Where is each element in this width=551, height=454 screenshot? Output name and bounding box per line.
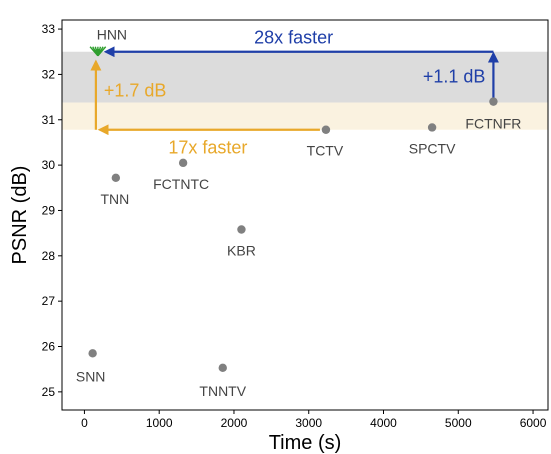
label-17x-faster: 17x faster	[168, 138, 247, 158]
point-fctnfr	[489, 97, 498, 106]
highlight-bands	[62, 51, 548, 130]
point-snn	[88, 349, 97, 358]
band-1	[62, 102, 548, 130]
y-tick-label: 32	[42, 67, 56, 81]
y-axis-label: PSNR (dB)	[9, 166, 31, 265]
y-tick-label: 33	[42, 22, 56, 36]
y-tick-label: 28	[42, 249, 56, 263]
x-axis-label: Time (s)	[269, 432, 342, 454]
point-label-kbr: KBR	[227, 243, 256, 259]
point-label-tnntv: TNNTV	[199, 383, 246, 399]
point-label-fctnfr: FCTNFR	[465, 116, 521, 132]
point-label-tnn: TNN	[100, 191, 129, 207]
y-tick-label: 26	[42, 340, 56, 354]
point-label-fctntc: FCTNTC	[153, 176, 209, 192]
point-tnntv	[218, 363, 227, 373]
label-28x-faster: 28x faster	[254, 28, 333, 48]
point-label-spctv: SPCTV	[409, 140, 456, 156]
point-label-hnn: HNN	[97, 27, 127, 43]
point-tctv	[321, 125, 331, 134]
x-tick-label: 0	[81, 416, 88, 430]
data-points: HNN SNN TNN FCTNTC KBR TNNTV TCTV SPCTV FCTNFR	[76, 27, 522, 399]
y-tick-label: 29	[42, 203, 56, 217]
band-0	[62, 51, 548, 103]
y-tick-label: 25	[42, 385, 56, 399]
x-tick-label: 2000	[221, 416, 248, 430]
label-1-7db: +1.7 dB	[104, 81, 167, 101]
y-tick-label: 31	[42, 113, 56, 127]
point-kbr	[237, 225, 246, 234]
annotation-arrows: 28x faster +1.1 dB 17x faster +1.7 dB	[90, 28, 499, 158]
y-tick-label: 27	[42, 294, 56, 308]
plot-frame	[61, 19, 549, 411]
point-spctv	[427, 123, 437, 132]
label-1-1db: +1.1 dB	[423, 67, 486, 87]
point-tnn	[111, 173, 121, 183]
point-hnn-icon	[89, 46, 107, 57]
axes: 0 1000 2000 3000 4000 5000 6000 25 26 27 28 29 30 31 3…	[42, 19, 549, 430]
x-tick-label: 5000	[445, 416, 472, 430]
point-label-snn: SNN	[76, 368, 106, 384]
x-tick-label: 3000	[295, 416, 322, 430]
x-tick-label: 4000	[370, 416, 397, 430]
y-tick-label: 30	[42, 158, 56, 172]
x-tick-label: 1000	[146, 416, 173, 430]
x-tick-label: 6000	[520, 416, 547, 430]
point-fctntc	[178, 158, 188, 168]
point-label-tctv: TCTV	[307, 143, 344, 159]
